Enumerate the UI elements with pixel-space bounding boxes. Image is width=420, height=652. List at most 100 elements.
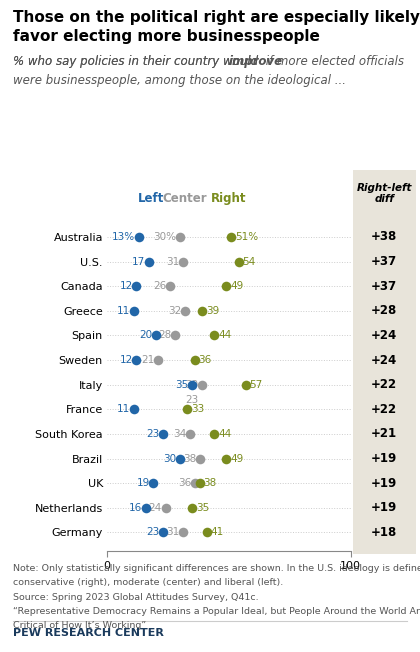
Point (243, 379, 249, 390)
Text: 28: 28 (158, 331, 172, 340)
Text: +19: +19 (371, 477, 397, 490)
Text: +21: +21 (371, 428, 397, 441)
Text: +18: +18 (371, 526, 397, 539)
Text: 38: 38 (183, 454, 196, 464)
Point (192, 355, 198, 365)
Point (160, 527, 166, 538)
Point (184, 404, 191, 415)
Text: Those on the political right are especially likely to: Those on the political right are especia… (13, 10, 420, 25)
Text: +37: +37 (371, 255, 397, 268)
Text: Note: Only statistically significant differences are shown. In the U.S. ideology: Note: Only statistically significant dif… (13, 564, 420, 573)
Point (167, 281, 174, 291)
Text: improve: improve (229, 55, 283, 68)
Text: Right: Right (211, 192, 247, 205)
Text: 35: 35 (176, 379, 189, 390)
Text: Source: Spring 2023 Global Attitudes Survey, Q41c.: Source: Spring 2023 Global Attitudes Sur… (13, 593, 258, 602)
Text: 13%: 13% (112, 232, 135, 242)
Point (204, 527, 210, 538)
Text: 24: 24 (149, 503, 162, 513)
Text: Critical of How It’s Working”: Critical of How It’s Working” (13, 621, 146, 630)
Point (182, 306, 189, 316)
Text: 30%: 30% (154, 232, 176, 242)
Point (133, 281, 140, 291)
Text: Right-left
diff: Right-left diff (357, 183, 412, 204)
Text: 57: 57 (249, 379, 263, 390)
Text: +22: +22 (371, 378, 397, 391)
Text: +28: +28 (371, 304, 397, 318)
Point (160, 429, 166, 439)
Text: PEW RESEARCH CENTER: PEW RESEARCH CENTER (13, 628, 163, 638)
Point (155, 355, 162, 365)
Point (131, 404, 137, 415)
Text: Center: Center (163, 192, 207, 205)
Text: +19: +19 (371, 452, 397, 465)
Point (196, 478, 203, 488)
Point (223, 453, 230, 464)
Point (228, 231, 235, 242)
Text: 11: 11 (117, 306, 130, 316)
Text: “Representative Democracy Remains a Popular Ideal, but People Around the World A: “Representative Democracy Remains a Popu… (13, 607, 420, 616)
Text: 44: 44 (218, 331, 231, 340)
Text: +22: +22 (371, 403, 397, 416)
Point (199, 379, 205, 390)
Text: favor electing more businesspeople: favor electing more businesspeople (13, 29, 320, 44)
Point (199, 306, 205, 316)
Point (189, 503, 196, 513)
Text: 23: 23 (186, 395, 199, 405)
Text: +24: +24 (371, 329, 397, 342)
Text: % who say policies in their country would improve: % who say policies in their country woul… (13, 55, 346, 68)
Text: 23: 23 (146, 527, 160, 537)
Text: 32: 32 (168, 306, 181, 316)
Text: 23: 23 (146, 429, 160, 439)
Text: 51%: 51% (235, 232, 258, 242)
Point (162, 503, 169, 513)
Point (211, 429, 218, 439)
Text: 20: 20 (139, 331, 152, 340)
Text: 31: 31 (166, 256, 179, 267)
Point (152, 330, 159, 340)
Point (196, 453, 203, 464)
Text: 19: 19 (136, 478, 150, 488)
Text: 11: 11 (117, 404, 130, 414)
Text: 31: 31 (166, 527, 179, 537)
Point (179, 256, 186, 267)
Text: 30: 30 (163, 454, 176, 464)
Point (186, 429, 193, 439)
Text: 49: 49 (230, 281, 243, 291)
Text: 21: 21 (142, 355, 155, 365)
Text: 44: 44 (218, 429, 231, 439)
Text: conservative (right), moderate (center) and liberal (left).: conservative (right), moderate (center) … (13, 578, 283, 587)
Point (135, 231, 142, 242)
Point (223, 281, 230, 291)
Text: 54: 54 (242, 256, 255, 267)
Text: 36: 36 (178, 478, 191, 488)
Point (177, 453, 184, 464)
Point (192, 478, 198, 488)
Point (211, 330, 218, 340)
Text: +24: +24 (371, 353, 397, 366)
Point (179, 527, 186, 538)
Text: 38: 38 (203, 478, 217, 488)
Text: 35: 35 (196, 503, 209, 513)
Text: 26: 26 (154, 281, 167, 291)
Point (235, 256, 242, 267)
Text: 41: 41 (211, 527, 224, 537)
Text: 16: 16 (129, 503, 142, 513)
Text: +19: +19 (371, 501, 397, 514)
Point (131, 306, 137, 316)
Point (172, 330, 178, 340)
Point (145, 256, 152, 267)
Text: 39: 39 (206, 306, 219, 316)
Text: if more elected officials: if more elected officials (262, 55, 404, 68)
Text: 12: 12 (119, 355, 133, 365)
Text: 36: 36 (199, 355, 212, 365)
Text: % who say policies in their country would: % who say policies in their country woul… (13, 55, 262, 68)
Point (143, 503, 150, 513)
Text: +38: +38 (371, 230, 397, 243)
Text: % who say policies in their country would: % who say policies in their country woul… (13, 55, 262, 68)
Point (150, 478, 157, 488)
Text: 33: 33 (191, 404, 205, 414)
Text: 49: 49 (230, 454, 243, 464)
Text: were businesspeople, among those on the ideological ...: were businesspeople, among those on the … (13, 74, 346, 87)
Text: 39: 39 (185, 379, 199, 390)
